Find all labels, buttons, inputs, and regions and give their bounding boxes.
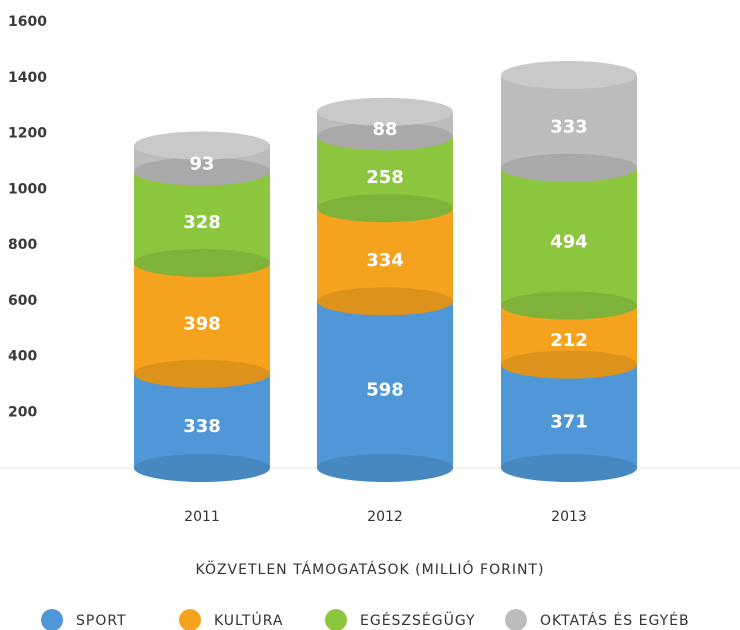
legend-label: EGÉSZSÉGÜGY: [360, 611, 476, 629]
legend-swatch: [325, 609, 347, 630]
cylinder-top: [501, 60, 637, 89]
cylinder-segment: [501, 74, 637, 168]
y-tick-label: 600: [8, 293, 37, 309]
legend-label: KULTÚRA: [214, 611, 283, 629]
segment-bottom: [501, 454, 637, 482]
cylinder-segment: [501, 167, 637, 306]
segment-bottom: [134, 157, 270, 186]
value-label: 371: [550, 411, 588, 432]
y-tick-label: 1200: [8, 126, 47, 142]
segment-bottom: [317, 194, 453, 223]
value-label: 212: [550, 330, 588, 351]
value-label: 88: [372, 119, 397, 140]
value-label: 338: [183, 416, 221, 437]
value-label: 494: [550, 232, 588, 253]
cylinder-segment: [134, 373, 270, 468]
segment-bottom: [134, 454, 270, 482]
cylinder-segment: [134, 171, 270, 263]
segment-bottom: [501, 350, 637, 379]
legend-swatch: [41, 609, 63, 630]
legend-swatch: [179, 609, 201, 630]
y-tick-label: 1400: [8, 70, 47, 86]
segment-bottom: [501, 153, 637, 182]
segment-bottom: [501, 291, 637, 320]
cylinder-top: [134, 131, 270, 160]
value-label: 334: [366, 250, 404, 271]
y-tick-label: 1600: [8, 14, 47, 30]
legend-swatch: [505, 609, 527, 630]
segment-bottom: [317, 287, 453, 316]
value-label: 258: [366, 167, 404, 188]
y-tick-label: 800: [8, 237, 37, 253]
cylinder-segment: [501, 364, 637, 468]
segment-bottom: [317, 454, 453, 482]
cylinder-top: [317, 97, 453, 126]
segment-bottom: [317, 122, 453, 151]
legend-label: OKTATÁS ÉS EGYÉB: [540, 612, 690, 629]
value-label: 333: [550, 116, 588, 137]
cylinder-segment: [317, 301, 453, 468]
segment-bottom: [134, 248, 270, 277]
x-axis-title: KÖZVETLEN TÁMOGATÁSOK (MILLIÓ FORINT): [196, 560, 545, 578]
y-tick-label: 200: [8, 404, 37, 420]
value-label: 93: [189, 153, 214, 174]
value-label: 398: [183, 313, 221, 334]
legend-label: SPORT: [76, 613, 127, 629]
x-tick-label: 2013: [551, 509, 587, 525]
value-label: 598: [366, 380, 404, 401]
y-tick-label: 1000: [8, 181, 47, 197]
x-tick-label: 2012: [367, 509, 403, 525]
cylinder-segment: [134, 262, 270, 374]
segment-bottom: [134, 359, 270, 388]
x-tick-label: 2011: [184, 509, 220, 525]
y-tick-label: 400: [8, 349, 37, 365]
cylinder-segment: [317, 208, 453, 302]
value-label: 328: [183, 212, 221, 233]
